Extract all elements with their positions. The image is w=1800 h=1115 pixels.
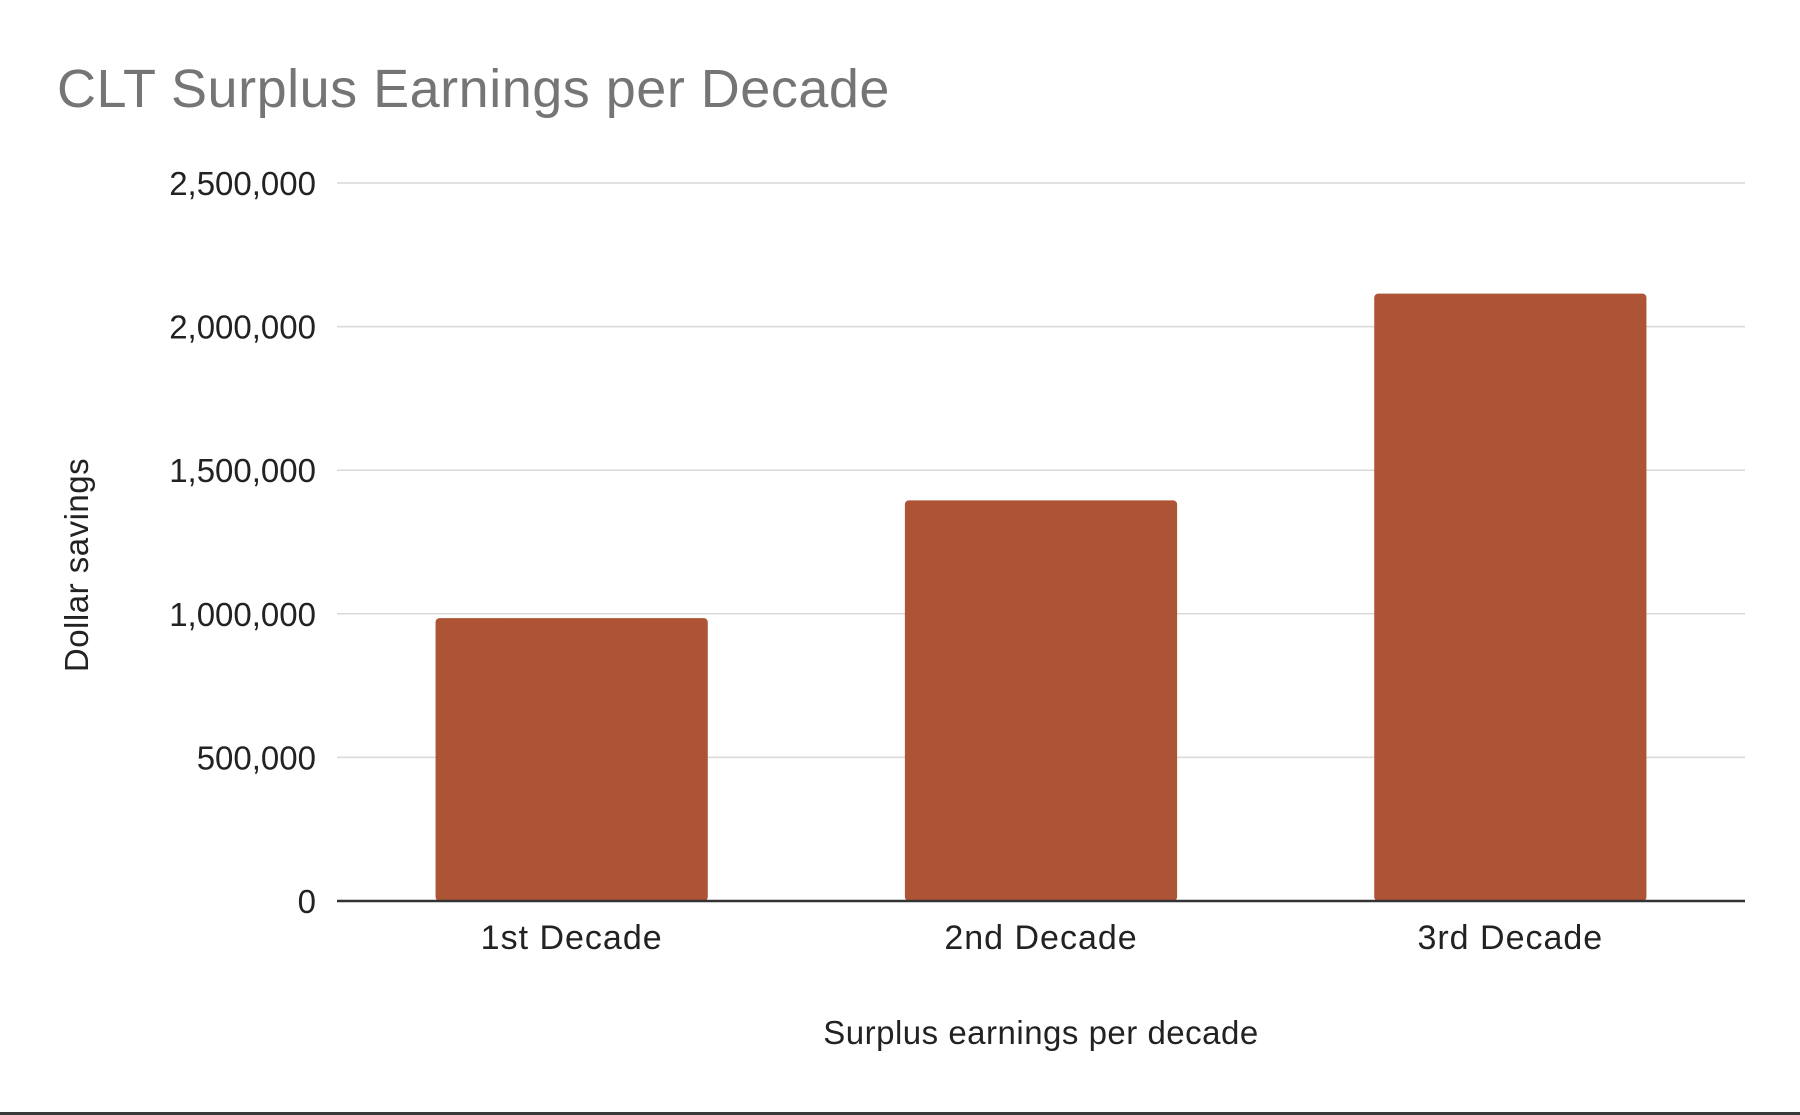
x-axis-title: Surplus earnings per decade	[823, 1014, 1258, 1051]
bottom-border	[0, 1112, 1800, 1115]
chart-title: CLT Surplus Earnings per Decade	[57, 59, 890, 119]
y-tick-label: 2,500,000	[169, 165, 316, 202]
y-tick-label: 1,500,000	[169, 452, 316, 489]
bar-2nd-decade	[904, 500, 1178, 901]
y-tick-label: 1,000,000	[169, 596, 316, 633]
bar-3rd-decade	[1374, 293, 1647, 901]
y-tick-label: 500,000	[197, 739, 316, 776]
x-tick-label: 1st Decade	[481, 919, 663, 957]
y-tick-label: 2,000,000	[169, 309, 316, 346]
y-axis-title: Dollar savings	[58, 458, 95, 672]
x-tick-label: 3rd Decade	[1417, 919, 1603, 957]
bars	[435, 293, 1647, 901]
bar-1st-decade	[435, 618, 708, 901]
y-tick-labels: 0 500,000 1,000,000 1,500,000 2,000,000 2,500…	[169, 165, 316, 920]
x-tick-labels: 1st Decade 2nd Decade 3rd Decade	[481, 919, 1603, 957]
y-tick-label: 0	[298, 883, 316, 920]
x-tick-label: 2nd Decade	[944, 919, 1137, 957]
